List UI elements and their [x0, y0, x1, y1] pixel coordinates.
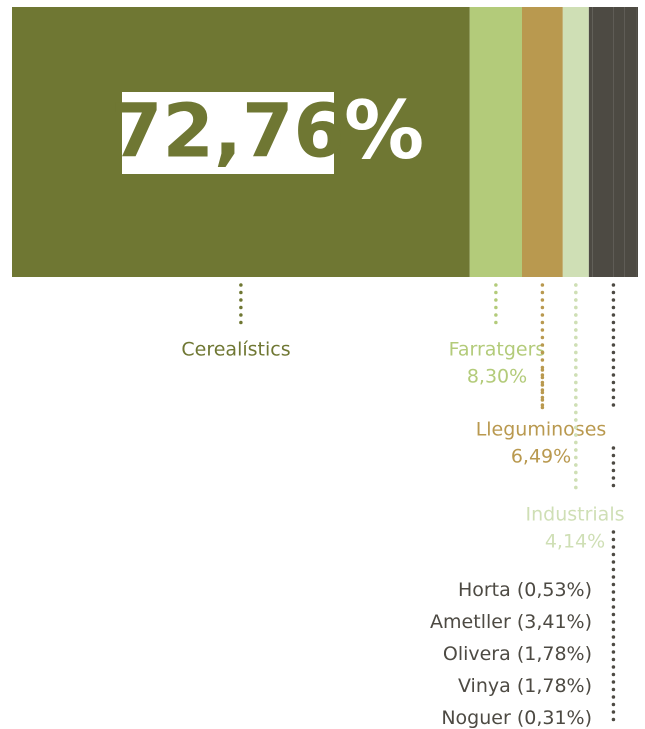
highlight-label: 72,76% [111, 84, 424, 177]
value-label: 8,30% [467, 366, 527, 388]
bar-segment [588, 7, 593, 277]
bar-segment [592, 7, 614, 277]
item-label: Horta (0,53%) [458, 579, 592, 601]
value-label: (3,41%) [517, 611, 592, 633]
highlight-unit: % [344, 84, 424, 177]
value-label: (1,78%) [517, 675, 592, 697]
category-label: Olivera [443, 643, 511, 665]
bar-segment [469, 7, 522, 277]
item-label: Ametller (3,41%) [430, 611, 592, 633]
value-label: 6,49% [511, 446, 571, 468]
category-label: Lleguminoses [476, 419, 607, 441]
bar-segment [624, 7, 637, 277]
bar-segment [521, 7, 563, 277]
bar-segment [636, 7, 638, 277]
bar-segment [613, 7, 625, 277]
item-label: Noguer (0,31%) [441, 707, 592, 729]
category-label: Noguer [441, 707, 511, 729]
highlight-value: 72,76 [111, 89, 345, 175]
value-label: 4,14% [545, 531, 605, 553]
category-label: Vinya [458, 675, 511, 697]
category-label: Ametller [430, 611, 511, 633]
highlight-box [122, 92, 334, 174]
category-label: Industrials [525, 504, 624, 526]
category-label: Cerealístics [181, 339, 290, 361]
bar-segment [562, 7, 589, 277]
value-label: (0,53%) [517, 579, 592, 601]
category-label: Farratgers [449, 339, 546, 361]
value-label: (1,78%) [517, 643, 592, 665]
value-label: (0,31%) [517, 707, 592, 729]
item-label: Olivera (1,78%) [443, 643, 592, 665]
category-label: Horta [458, 579, 511, 601]
item-label: Vinya (1,78%) [458, 675, 592, 697]
